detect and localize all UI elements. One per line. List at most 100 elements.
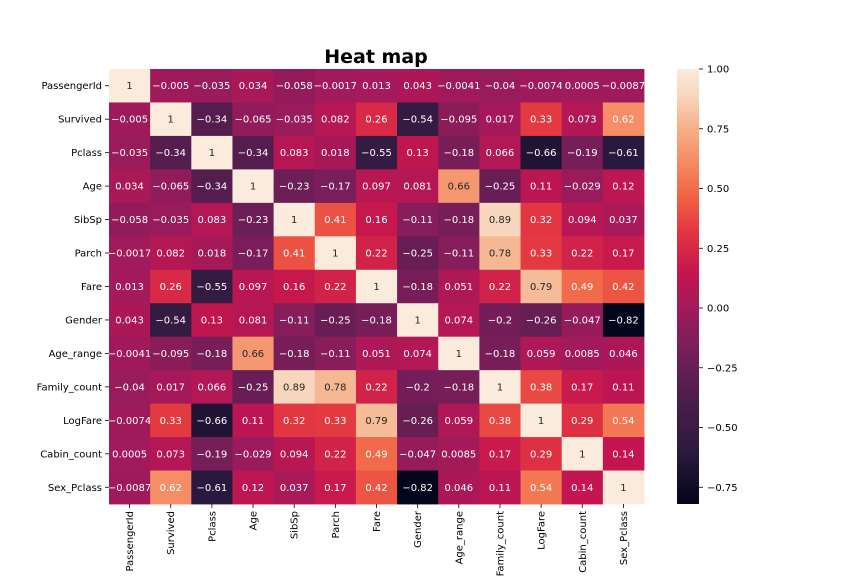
cell-value-label: 1	[497, 382, 503, 393]
cell-value-label: 0.13	[201, 315, 223, 326]
cell-value-label: 0.11	[489, 483, 511, 494]
colorbar-tick-label: 0.50	[707, 184, 729, 195]
cell-value-label: −0.19	[197, 449, 228, 460]
cell-value-label: −0.18	[443, 215, 474, 226]
heatmap-cell	[232, 102, 275, 137]
cell-value-label: −0.54	[402, 115, 433, 126]
cell-value-label: 0.29	[571, 416, 593, 427]
cell-value-label: 0.017	[486, 115, 515, 126]
heatmap-cell	[109, 470, 151, 505]
heatmap-cell	[602, 470, 645, 505]
cell-value-label: 0.33	[324, 416, 346, 427]
heatmap-cell	[273, 169, 316, 204]
cell-value-label: 0.22	[571, 249, 593, 260]
cell-value-label: 0.094	[280, 449, 309, 460]
cell-value-label: −0.11	[443, 249, 474, 260]
cell-value-label: −0.55	[197, 282, 228, 293]
heatmap-cell	[150, 202, 192, 237]
cell-value-label: −0.55	[361, 148, 392, 159]
cell-value-label: 0.081	[403, 182, 432, 193]
y-tick-label: Age_range	[49, 349, 102, 360]
cell-value-label: 0.043	[403, 81, 432, 92]
heatmap-cell	[232, 69, 275, 103]
heatmap-cell	[232, 303, 275, 338]
cell-value-label: −0.25	[238, 382, 269, 393]
heatmap-cell	[191, 202, 233, 237]
cell-value-label: 0.094	[568, 215, 597, 226]
cell-value-label: −0.04	[114, 382, 145, 393]
heatmap-cell	[561, 437, 604, 471]
cell-value-label: 0.082	[156, 249, 185, 260]
heatmap-cell	[355, 202, 398, 237]
cell-value-label: 0.17	[489, 449, 511, 460]
cell-value-label: −0.035	[152, 215, 189, 226]
x-tick-label: Age	[249, 511, 260, 530]
heatmap-cell	[355, 370, 398, 405]
colorbar-tick-label: 1.00	[707, 65, 729, 76]
y-axis-tick-labels: PassengerId Survived Pclass Age SibSp Parch Fa…	[37, 81, 109, 494]
heatmap-cell	[273, 102, 316, 137]
colorbar-tick-label: 0.25	[707, 244, 729, 255]
cell-value-label: 0.0005	[112, 449, 147, 460]
cell-value-label: −0.005	[111, 115, 148, 126]
cell-value-label: −0.11	[402, 215, 433, 226]
colorbar-tick-label: −0.75	[707, 483, 738, 494]
cell-value-label: −0.54	[155, 315, 186, 326]
heatmap-cell	[561, 470, 604, 505]
cell-value-label: −0.26	[402, 416, 433, 427]
heatmap-cell	[520, 437, 563, 471]
y-tick-label: Gender	[65, 315, 103, 326]
cell-value-label: −0.035	[193, 81, 230, 92]
cell-value-label: 0.54	[612, 416, 634, 427]
cell-value-label: 0.14	[612, 449, 634, 460]
heatmap-cell	[479, 236, 521, 271]
heatmap-cell	[479, 202, 521, 237]
heatmap-cell	[355, 470, 398, 505]
cell-value-label: −0.34	[238, 148, 269, 159]
heatmap-cell	[602, 102, 645, 137]
heatmap-cell	[438, 169, 480, 204]
x-tick-label: SibSp	[290, 511, 301, 539]
heatmap-cell	[397, 403, 439, 438]
heatmap-cell	[479, 303, 521, 338]
heatmap-cell	[191, 236, 233, 271]
heatmap-cell	[397, 102, 439, 137]
heatmap-cell	[109, 202, 151, 237]
cell-value-label: 1	[291, 215, 297, 226]
heatmap-cell	[191, 269, 233, 304]
cell-value-label: 0.26	[365, 115, 387, 126]
y-tick-label: Sex_Pclass	[48, 483, 102, 494]
y-tick-label: SibSp	[74, 215, 102, 226]
heatmap-cell	[314, 135, 357, 170]
heatmap-cell	[232, 336, 275, 371]
chart-title: Heat map	[324, 46, 428, 68]
colorbar-gradient	[677, 69, 699, 504]
cell-value-label: 0.12	[612, 182, 634, 193]
heatmap-cell	[273, 135, 316, 170]
cell-value-label: 0.16	[283, 282, 305, 293]
cell-value-label: 0.62	[612, 115, 634, 126]
cell-value-label: 0.41	[283, 249, 305, 260]
x-axis-tick-labels: PassengerId Survived Pclass Age SibSp Parch Fa…	[125, 504, 630, 576]
y-tick-label: Cabin_count	[40, 449, 102, 460]
cell-value-label: 0.32	[283, 416, 305, 427]
cell-value-label: 0.33	[530, 115, 552, 126]
cell-value-label: −0.047	[564, 315, 601, 326]
heatmap-cell	[314, 102, 357, 137]
heatmap-cell	[191, 403, 233, 438]
cell-value-label: 0.22	[324, 449, 346, 460]
cell-value-label: −0.0074	[519, 81, 562, 92]
cell-value-label: 0.083	[280, 148, 309, 159]
heatmap-cell	[314, 269, 357, 304]
heatmap-cell	[150, 269, 192, 304]
heatmap-cell	[232, 269, 275, 304]
heatmap-cell	[438, 69, 480, 103]
cell-value-label: 0.074	[403, 349, 432, 360]
heatmap-cell	[191, 102, 233, 137]
cell-value-label: 0.17	[571, 382, 593, 393]
cell-value-label: 1	[168, 115, 174, 126]
heatmap-cell	[438, 437, 480, 471]
heatmap-cell	[314, 437, 357, 471]
heatmap-cell	[561, 69, 604, 103]
heatmap-cell	[397, 470, 439, 505]
